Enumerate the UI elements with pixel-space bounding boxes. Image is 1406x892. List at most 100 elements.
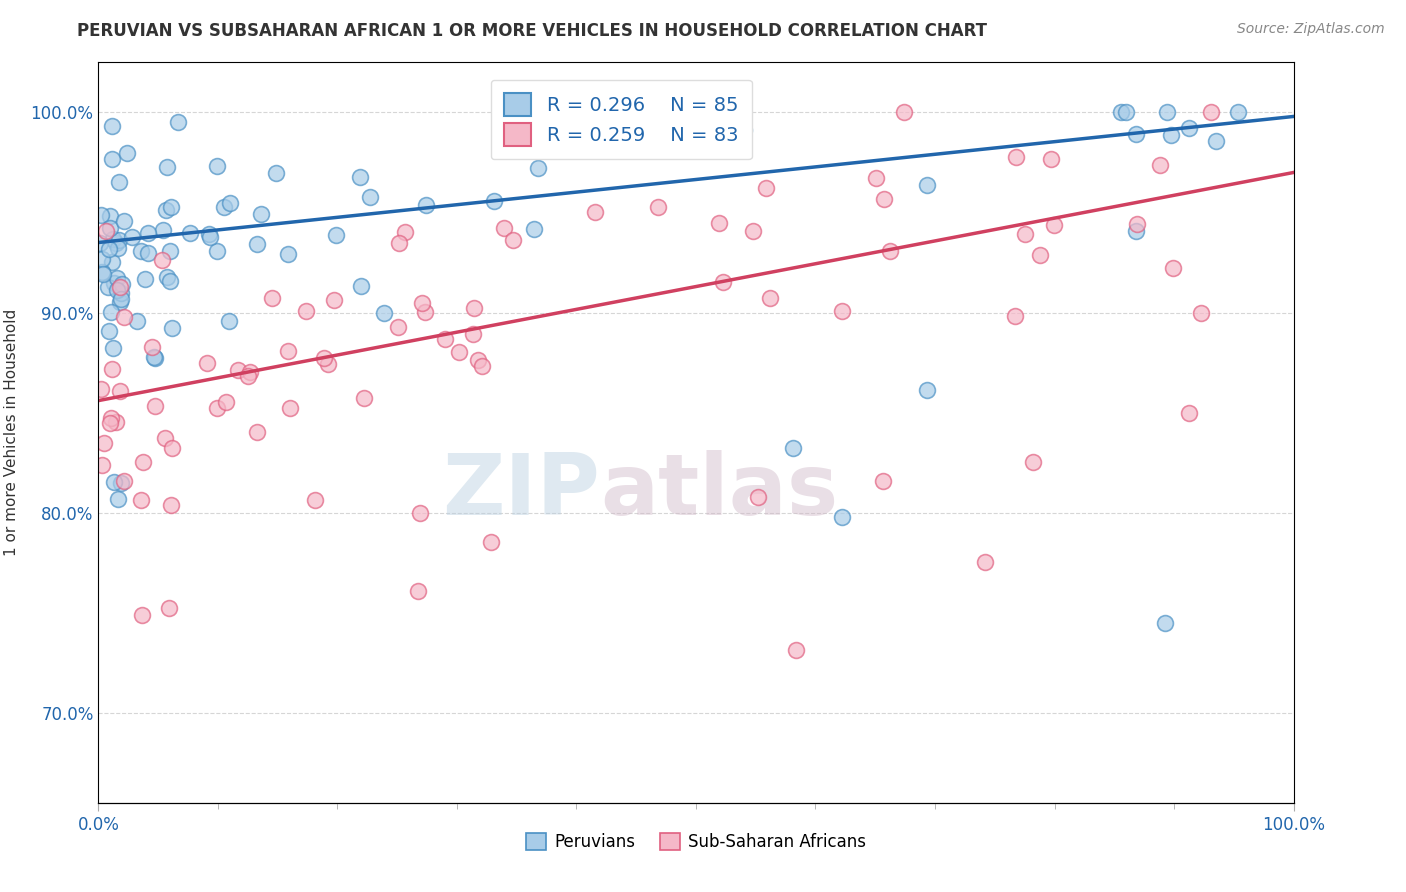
Point — [98, 417, 121, 431]
Point — [879, 244, 901, 258]
Point — [359, 189, 381, 203]
Point — [103, 276, 125, 290]
Point — [112, 214, 135, 228]
Point — [205, 244, 228, 258]
Point — [134, 272, 156, 286]
Point — [264, 166, 287, 180]
Point — [388, 236, 411, 251]
Point — [218, 314, 240, 328]
Point — [463, 301, 485, 316]
Point — [479, 534, 502, 549]
Point — [973, 555, 995, 569]
Point — [785, 642, 807, 657]
Point — [131, 455, 153, 469]
Point — [153, 431, 176, 445]
Point — [411, 296, 433, 310]
Point — [96, 224, 118, 238]
Point — [179, 226, 201, 240]
Text: ZIP: ZIP — [443, 450, 600, 533]
Point — [1125, 127, 1147, 141]
Text: PERUVIAN VS SUBSAHARAN AFRICAN 1 OR MORE VEHICLES IN HOUSEHOLD CORRELATION CHART: PERUVIAN VS SUBSAHARAN AFRICAN 1 OR MORE… — [77, 22, 987, 40]
Point — [100, 120, 122, 134]
Point — [583, 205, 606, 219]
Point — [349, 170, 371, 185]
Point — [160, 201, 183, 215]
Point — [129, 492, 152, 507]
Point — [152, 252, 174, 267]
Point — [250, 207, 273, 221]
Point — [280, 401, 302, 416]
Point — [100, 410, 122, 425]
Point — [246, 425, 269, 439]
Point — [387, 320, 409, 334]
Point — [1004, 310, 1026, 324]
Point — [406, 583, 429, 598]
Point — [152, 223, 174, 237]
Point — [523, 222, 546, 236]
Point — [1205, 134, 1227, 148]
Point — [353, 391, 375, 405]
Point — [759, 291, 782, 305]
Point — [101, 255, 124, 269]
Point — [131, 607, 153, 622]
Point — [97, 280, 120, 294]
Point — [110, 285, 132, 300]
Point — [142, 351, 165, 365]
Point — [711, 275, 734, 289]
Point — [91, 252, 114, 266]
Point — [742, 224, 765, 238]
Point — [143, 351, 166, 366]
Point — [107, 491, 129, 506]
Point — [143, 399, 166, 413]
Point — [1160, 128, 1182, 143]
Point — [1199, 105, 1222, 120]
Point — [1125, 217, 1147, 231]
Point — [1177, 120, 1199, 135]
Point — [1161, 261, 1184, 276]
Point — [915, 383, 938, 397]
Point — [373, 306, 395, 320]
Point — [304, 492, 326, 507]
Point — [98, 324, 121, 338]
Point — [110, 476, 132, 491]
Point — [1109, 105, 1132, 120]
Point — [893, 105, 915, 120]
Point — [121, 229, 143, 244]
Point — [110, 293, 132, 307]
Point — [159, 244, 181, 259]
Point — [115, 145, 138, 160]
Point — [1149, 158, 1171, 172]
Point — [831, 510, 853, 524]
Point — [205, 401, 228, 416]
Point — [157, 601, 180, 615]
Point — [195, 356, 218, 370]
Point — [127, 314, 149, 328]
Point — [238, 369, 260, 384]
Point — [101, 362, 124, 376]
Point — [484, 194, 506, 209]
Legend: Peruvians, Sub-Saharan Africans: Peruvians, Sub-Saharan Africans — [519, 826, 873, 857]
Point — [112, 310, 135, 324]
Point — [413, 305, 436, 319]
Point — [747, 490, 769, 504]
Point — [160, 441, 183, 455]
Point — [873, 192, 896, 206]
Point — [1039, 152, 1062, 166]
Point — [198, 230, 221, 244]
Point — [141, 340, 163, 354]
Text: atlas: atlas — [600, 450, 838, 533]
Point — [159, 274, 181, 288]
Point — [101, 152, 124, 166]
Point — [155, 202, 177, 217]
Point — [262, 291, 284, 305]
Point — [108, 280, 131, 294]
Point — [415, 197, 437, 211]
Point — [129, 244, 152, 259]
Point — [111, 277, 134, 291]
Point — [831, 304, 853, 318]
Point — [526, 161, 548, 176]
Point — [1156, 105, 1178, 120]
Text: Source: ZipAtlas.com: Source: ZipAtlas.com — [1237, 22, 1385, 37]
Point — [212, 200, 235, 214]
Point — [105, 271, 128, 285]
